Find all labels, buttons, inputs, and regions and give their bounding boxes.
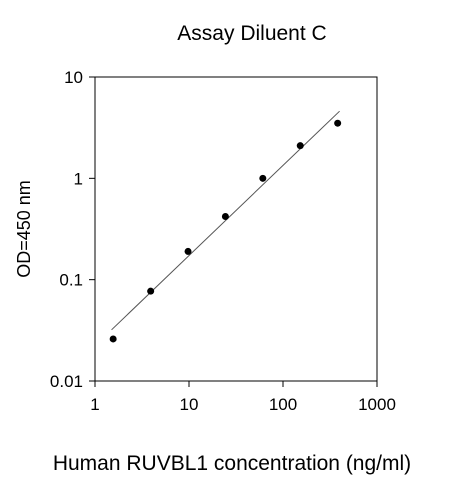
x-tick-label: 100 xyxy=(269,395,297,414)
x-tick-label: 1000 xyxy=(358,395,396,414)
fit-line xyxy=(111,110,340,331)
y-tick-label: 1 xyxy=(74,169,83,188)
x-axis-ticks: 1 10 100 1000 xyxy=(90,381,396,414)
data-point xyxy=(184,247,192,255)
data-point xyxy=(109,335,117,343)
y-axis-ticks: 0.01 0.1 1 10 xyxy=(50,68,95,391)
data-point xyxy=(147,287,155,295)
data-point xyxy=(221,213,229,221)
y-axis-label: OD=450 nm xyxy=(14,180,34,278)
data-points-layer xyxy=(109,119,342,343)
y-tick-label: 10 xyxy=(64,68,83,87)
plot-area-frame xyxy=(94,76,378,382)
x-axis-label: Human RUVBL1 concentration (ng/ml) xyxy=(53,452,411,475)
chart-title: Assay Diluent C xyxy=(177,22,326,45)
data-point xyxy=(334,119,342,127)
x-tick-label: 10 xyxy=(180,395,199,414)
data-point xyxy=(296,142,304,150)
x-tick-label: 1 xyxy=(90,395,99,414)
y-tick-label: 0.1 xyxy=(59,271,83,290)
data-point xyxy=(259,174,267,182)
fit-line-layer xyxy=(111,110,340,331)
y-tick-label: 0.01 xyxy=(50,372,83,391)
